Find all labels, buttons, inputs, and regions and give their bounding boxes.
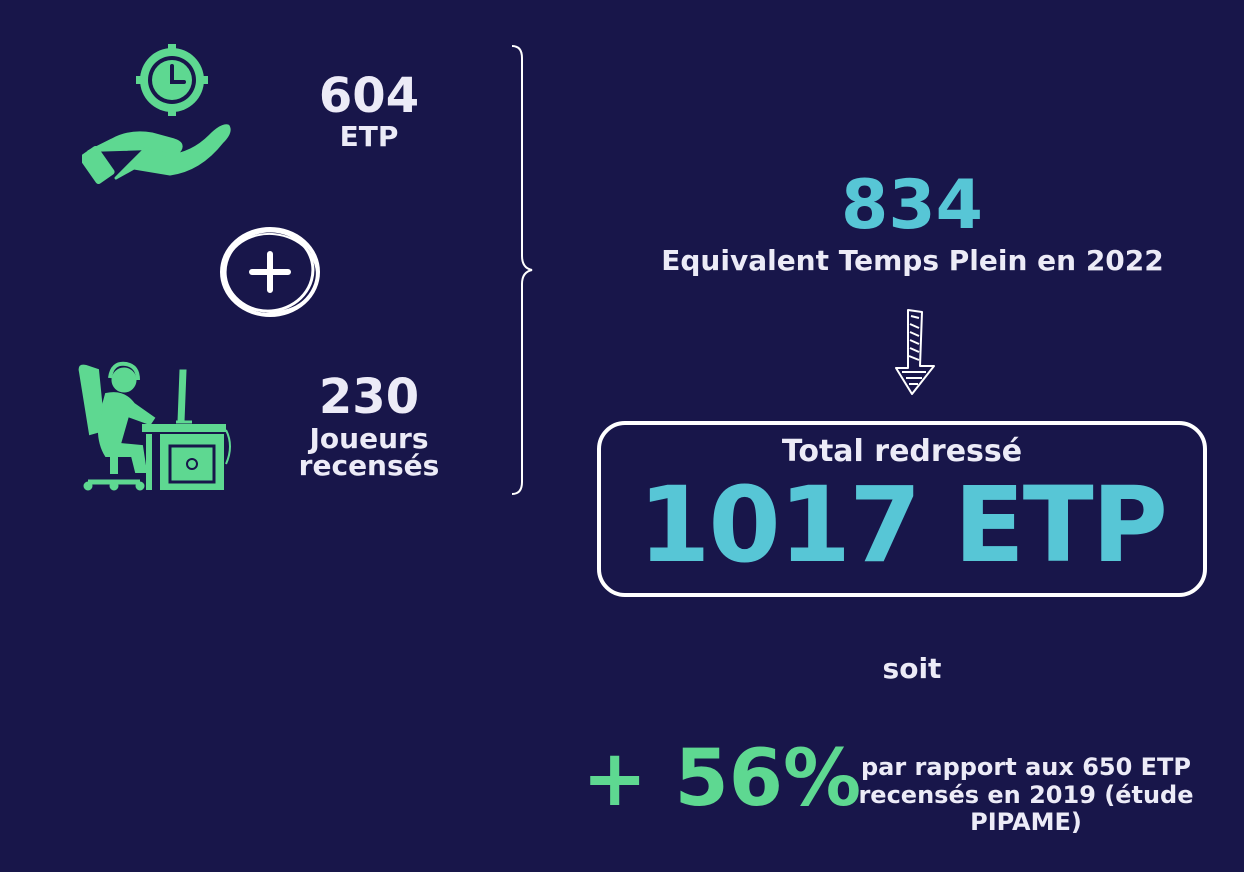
growth-text: par rapport aux 650 ETP recensés en 2019… [834, 753, 1218, 837]
growth-value: + 56% [582, 734, 862, 824]
adjusted-total-box: Total redressé 1017 ETP [597, 421, 1207, 597]
hand-clock-icon [82, 44, 232, 184]
etp-label: ETP [339, 120, 399, 153]
etp-value: 604 [318, 68, 420, 124]
players-label-line2: recensés [298, 449, 440, 482]
growth-text-line1: par rapport aux 650 ETP [860, 753, 1192, 781]
gamer-desk-icon [76, 360, 234, 492]
total-value: 834 [841, 166, 983, 245]
growth-text-line2: recensés en 2019 (étude [858, 780, 1194, 809]
plus-circle-icon [216, 224, 324, 320]
adjusted-value: 1017 ETP [638, 464, 1168, 586]
curly-brace-icon [508, 44, 538, 498]
players-label-line1: Joueurs [309, 422, 429, 455]
soit-text: soit [882, 652, 942, 685]
growth-text-line3: PIPAME) [970, 808, 1082, 837]
down-arrow-icon [890, 308, 938, 396]
total-label: Equivalent Temps Plein en 2022 [661, 244, 1164, 277]
players-value: 230 [318, 369, 420, 425]
adjusted-title: Total redressé [781, 434, 1023, 469]
